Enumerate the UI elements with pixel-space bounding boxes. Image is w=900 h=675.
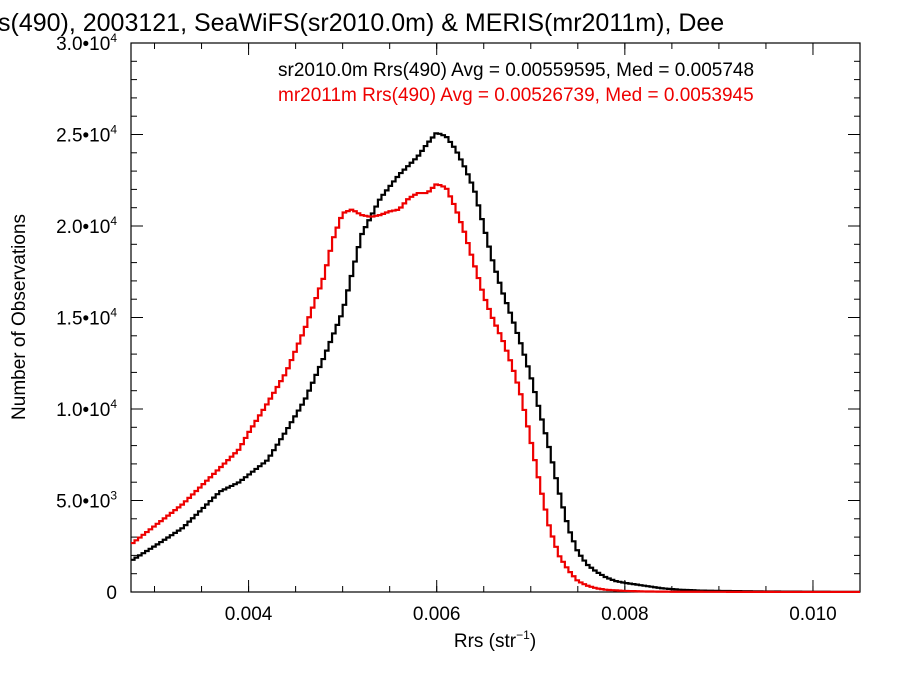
annotation-sr2010: sr2010.0m Rrs(490) Avg = 0.00559595, Med… (278, 60, 754, 81)
x-tick-label: 0.006 (413, 604, 461, 625)
y-tick-mantissa: 3.0•10 (56, 34, 110, 55)
y-tick-exponent: 4 (110, 214, 117, 228)
y-tick-mantissa: 2.5•10 (56, 126, 110, 147)
x-tick-label: 0.004 (225, 604, 273, 625)
x-axis-label-exponent: −1 (516, 628, 530, 642)
series-layer (131, 132, 860, 594)
y-tick-mantissa: 5.0•10 (56, 492, 110, 513)
y-tick-label: 1.5•104 (56, 306, 117, 330)
y-tick-exponent: 3 (110, 489, 117, 503)
y-tick-label: 5.0•103 (56, 489, 117, 513)
y-axis-ticks: 05.0•1031.0•1041.5•1042.0•1042.5•1043.0•… (56, 31, 860, 604)
x-tick-label: 0.008 (601, 604, 649, 625)
y-axis-label: Number of Observations (9, 214, 30, 420)
x-axis-label-main: Rrs (str (454, 631, 517, 652)
y-tick-mantissa: 1.5•10 (56, 309, 110, 330)
y-tick-label: 0 (106, 583, 117, 604)
y-tick-mantissa: 1.0•10 (56, 400, 110, 421)
x-tick-label: 0.010 (789, 604, 837, 625)
y-tick-label: 2.5•104 (56, 123, 117, 147)
y-tick-exponent: 4 (110, 123, 117, 137)
y-tick-mantissa: 0 (106, 583, 117, 604)
x-axis-label: Rrs (str−1) (454, 628, 536, 652)
chart-title: s(490), 2003121, SeaWiFS(sr2010.0m) & ME… (0, 9, 724, 37)
series-mr2011-line (131, 183, 860, 594)
x-axis-label-end: ) (530, 631, 536, 652)
y-tick-exponent: 4 (110, 306, 117, 320)
y-tick-exponent: 4 (110, 31, 117, 45)
y-tick-mantissa: 2.0•10 (56, 217, 110, 238)
y-tick-label: 1.0•104 (56, 397, 117, 421)
y-tick-exponent: 4 (110, 397, 117, 411)
y-tick-label: 2.0•104 (56, 214, 117, 238)
y-tick-label: 3.0•104 (56, 31, 117, 55)
annotation-mr2011: mr2011m Rrs(490) Avg = 0.00526739, Med =… (278, 85, 754, 106)
